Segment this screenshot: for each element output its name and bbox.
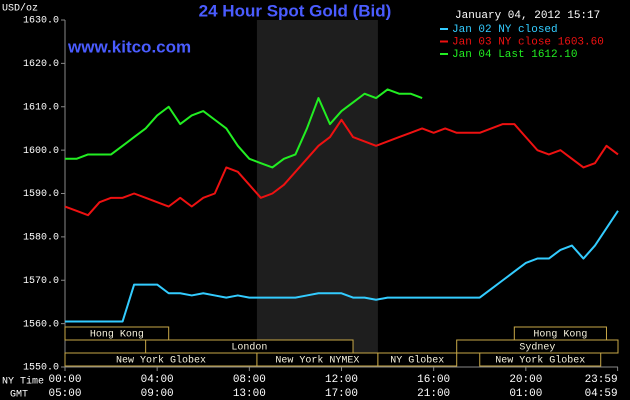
- legend-label: Jan 03 NY close 1603.60: [452, 36, 604, 48]
- session-box: [377, 352, 458, 367]
- x-tick-label: 08:00: [233, 374, 266, 386]
- x-tick-label: 12:00: [325, 374, 358, 386]
- x2-tick-label: 21:00: [417, 388, 450, 400]
- x-tick-label: 20:00: [509, 374, 542, 386]
- session-box: [479, 352, 602, 367]
- x2-tick-label: 17:00: [325, 388, 358, 400]
- y-tick-label: 1600.0: [23, 146, 59, 157]
- session-label: New York Globex: [116, 355, 206, 367]
- legend-label: Jan 02 NY closed: [452, 24, 558, 36]
- y-tick-label: 1550.0: [23, 363, 59, 374]
- y-tick-label: 1590.0: [23, 189, 59, 200]
- legend-label: Jan 04 Last 1612.10: [452, 49, 577, 61]
- session-shade: [256, 20, 378, 367]
- y-tick-label: 1570.0: [23, 276, 59, 287]
- session-label: New York NYMEX: [275, 355, 359, 367]
- x2-tick-label: 01:00: [509, 388, 542, 400]
- x-tick-label: 00:00: [48, 374, 81, 386]
- x-tick-label: 23:59: [585, 374, 618, 386]
- x2-tick-label: 05:00: [48, 388, 81, 400]
- series-line: [65, 210, 619, 323]
- x2-tick-label: 13:00: [233, 388, 266, 400]
- session-label: Sydney: [519, 342, 555, 354]
- x2-axis-label: GMT: [10, 390, 28, 400]
- series-line: [64, 118, 619, 217]
- y-tick-label: 1580.0: [23, 233, 59, 244]
- x-axis-label: NY Time: [2, 376, 44, 388]
- session-box: [64, 326, 170, 341]
- x2-tick-label: 09:00: [141, 388, 174, 400]
- y-tick-label: 1560.0: [23, 319, 59, 330]
- session-label: Hong Kong: [90, 330, 144, 341]
- y-tick-label: 1610.0: [23, 102, 59, 113]
- x2-tick-label: 04:59: [585, 388, 618, 400]
- session-label: NY Globex: [390, 355, 444, 367]
- chart-title: 24 Hour Spot Gold (Bid): [199, 1, 392, 20]
- x-tick-label: 04:00: [141, 374, 174, 386]
- series-line: [65, 88, 423, 169]
- y-axis-label: USD/oz: [2, 3, 38, 15]
- y-tick-label: 1630.0: [23, 16, 59, 27]
- annotation: www.kitco.com: [67, 37, 191, 56]
- session-label: London: [231, 342, 267, 354]
- session-label: Hong Kong: [533, 330, 587, 341]
- y-tick-label: 1620.0: [23, 59, 59, 70]
- session-label: New York Globex: [495, 355, 585, 367]
- chart-subtitle: January 04, 2012 15:17: [455, 10, 600, 22]
- x-tick-label: 16:00: [417, 374, 450, 386]
